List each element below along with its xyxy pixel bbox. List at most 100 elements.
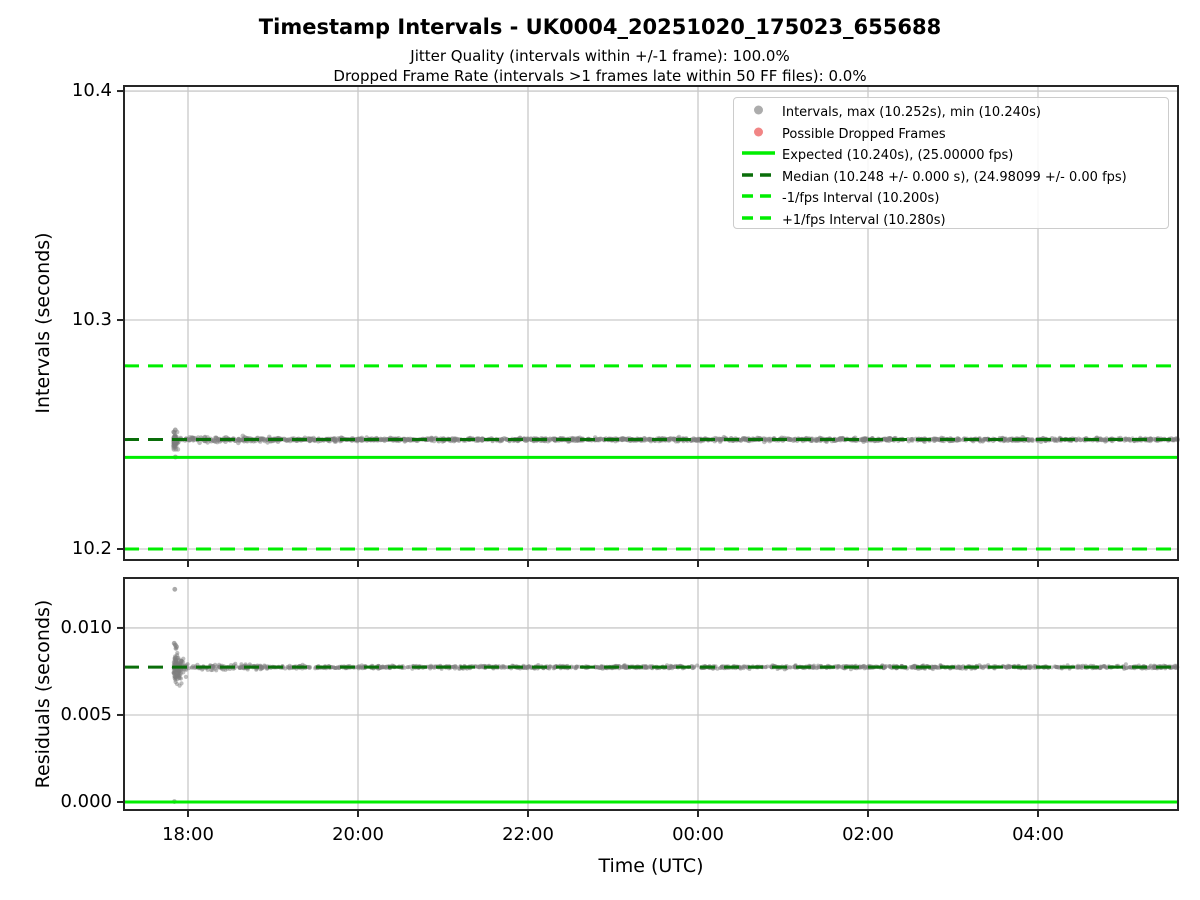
- interval-point: [173, 679, 178, 685]
- interval-point: [739, 665, 744, 670]
- interval-point: [524, 665, 529, 670]
- interval-point: [1103, 439, 1108, 444]
- interval-point: [670, 436, 676, 442]
- interval-point: [860, 664, 865, 669]
- interval-point: [1054, 437, 1059, 443]
- interval-point: [173, 669, 178, 675]
- interval-point: [406, 665, 411, 670]
- interval-point: [185, 662, 190, 667]
- interval-point: [211, 664, 216, 669]
- legend-item-label: Expected (10.240s), (25.00000 fps): [782, 148, 1014, 164]
- interval-point: [240, 665, 245, 670]
- legend-item-intervals: Intervals, max (10.252s), min (10.240s): [734, 102, 1168, 124]
- interval-point: [1003, 436, 1009, 442]
- interval-point: [453, 437, 458, 443]
- outlier-point: [174, 644, 179, 650]
- interval-point: [356, 437, 361, 443]
- interval-point: [1078, 437, 1083, 443]
- interval-point: [260, 665, 265, 670]
- legend-item-dropped: Possible Dropped Frames: [734, 124, 1168, 146]
- interval-point: [1170, 664, 1175, 669]
- interval-point: [955, 665, 960, 670]
- interval-point: [910, 665, 915, 670]
- y-tick-label: 0.000: [60, 790, 112, 812]
- interval-point: [1173, 665, 1178, 670]
- interval-point: [1004, 665, 1009, 669]
- interval-point: [1128, 665, 1132, 670]
- interval-point: [499, 436, 505, 442]
- interval-point: [981, 666, 985, 671]
- interval-point: [1104, 665, 1109, 670]
- interval-point: [740, 437, 746, 442]
- interval-point: [1079, 666, 1084, 670]
- interval-point: [811, 664, 816, 669]
- interval-point: [477, 664, 482, 669]
- interval-point: [719, 436, 724, 442]
- interval-point: [837, 436, 842, 442]
- interval-point: [619, 665, 624, 670]
- legend-item-label: Possible Dropped Frames: [782, 126, 946, 142]
- y-tick-label: 10.2: [71, 538, 112, 559]
- interval-point: [621, 436, 626, 442]
- interval-point: [1170, 437, 1175, 443]
- legend-item-expected: Expected (10.240s), (25.00000 fps): [734, 145, 1168, 167]
- interval-point: [646, 437, 651, 442]
- residuals-plot-scatter-series: [171, 586, 1180, 804]
- y-tick-label: 0.005: [60, 703, 112, 725]
- interval-point: [402, 436, 408, 442]
- x-axis-label-time-utc: Time (UTC): [598, 855, 704, 877]
- chart-subtitle-dropped-frame-rate: Dropped Frame Rate (intervals >1 frames …: [333, 67, 867, 85]
- legend-item-minus-1-fps: -1/fps Interval (10.200s): [734, 188, 1168, 210]
- interval-point: [934, 665, 939, 670]
- x-tick-label: 22:00: [502, 824, 554, 845]
- interval-point: [1126, 436, 1132, 442]
- x-tick-label: 20:00: [332, 824, 384, 845]
- interval-point: [178, 661, 183, 667]
- interval-point: [1098, 665, 1103, 670]
- interval-point: [935, 436, 941, 442]
- plot-border: [123, 85, 1179, 561]
- interval-point: [523, 438, 529, 444]
- dropped-legend-swatch-icon: [754, 127, 763, 136]
- intervals-plot: [117, 85, 1180, 567]
- interval-point: [763, 436, 769, 442]
- intervals-legend-swatch-icon: [754, 105, 763, 115]
- interval-point: [954, 438, 959, 443]
- interval-point: [197, 440, 202, 446]
- chart-subtitle-jitter-quality: Jitter Quality (intervals within +/-1 fr…: [410, 47, 790, 65]
- interval-point: [286, 437, 292, 443]
- interval-point: [285, 664, 290, 669]
- interval-point: [695, 663, 700, 668]
- interval-point: [333, 666, 338, 670]
- interval-point: [312, 438, 318, 443]
- interval-point: [331, 436, 337, 442]
- residuals-plot: [117, 577, 1180, 817]
- legend-item-label: Intervals, max (10.252s), min (10.240s): [782, 105, 1041, 121]
- interval-point: [1053, 664, 1057, 669]
- interval-point: [816, 665, 821, 670]
- interval-point: [212, 438, 217, 444]
- plot-border: [123, 577, 1179, 811]
- median-legend-swatch-icon: [742, 172, 775, 177]
- interval-point: [644, 665, 649, 670]
- minus-1-fps-legend-swatch-icon: [742, 194, 775, 198]
- interval-point: [909, 437, 914, 442]
- interval-point: [1007, 665, 1012, 670]
- legend-item-label: -1/fps Interval (10.200s): [782, 191, 940, 207]
- interval-point: [175, 650, 180, 656]
- interval-point: [191, 664, 196, 669]
- interval-point: [888, 436, 893, 441]
- interval-point: [356, 664, 361, 669]
- interval-point: [763, 665, 768, 670]
- interval-point: [1152, 663, 1157, 668]
- interval-point: [788, 665, 793, 670]
- interval-point: [183, 674, 188, 680]
- interval-point: [836, 664, 841, 669]
- interval-point: [931, 438, 937, 444]
- x-tick-label: 02:00: [842, 824, 894, 845]
- interval-point: [1076, 665, 1081, 669]
- interval-point: [308, 436, 313, 442]
- interval-point: [192, 435, 198, 441]
